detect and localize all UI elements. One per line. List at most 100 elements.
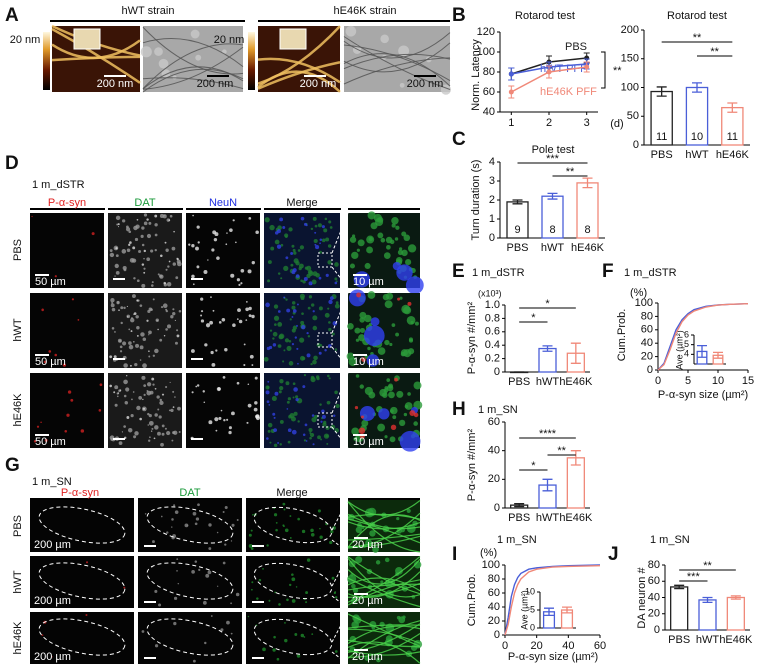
micrograph-detail xyxy=(198,568,201,571)
micrograph-detail xyxy=(310,532,315,537)
micrograph-detail xyxy=(158,603,162,607)
micrograph-detail xyxy=(334,390,338,395)
micrograph-detail xyxy=(276,244,282,249)
micrograph-detail xyxy=(305,224,308,227)
y-tick-label: 6 xyxy=(684,329,689,339)
micrograph-detail xyxy=(130,414,134,418)
x-axis-label: P-α-syn size (µm²) xyxy=(508,651,598,663)
micrograph-detail xyxy=(247,403,252,408)
y-tick-label: 20 xyxy=(648,608,660,620)
micrograph-detail xyxy=(162,303,168,309)
micrograph-detail xyxy=(397,297,401,301)
micrograph-detail xyxy=(135,343,140,348)
micrograph-detail xyxy=(48,350,52,353)
micrograph-detail xyxy=(326,442,329,445)
row-label: hE46K xyxy=(12,393,24,427)
micrograph-detail xyxy=(236,519,239,521)
error-bar xyxy=(570,342,581,364)
micrograph-detail xyxy=(177,406,181,411)
micrograph-detail xyxy=(167,265,170,268)
micrograph-detail xyxy=(410,320,414,325)
micrograph-detail xyxy=(392,415,397,420)
micrograph-detail xyxy=(214,417,219,422)
subtitle: 1 m_SN xyxy=(497,534,537,546)
x-tick-label: PBS xyxy=(651,149,673,161)
micrograph-detail xyxy=(147,412,150,416)
micrograph-detail xyxy=(384,339,390,346)
micrograph-detail xyxy=(286,408,289,410)
micrograph-detail xyxy=(305,601,308,604)
micrograph-detail xyxy=(195,246,199,251)
micrograph-detail xyxy=(177,582,180,585)
error-bar xyxy=(727,102,738,113)
micrograph-detail xyxy=(116,223,119,226)
micrograph-detail xyxy=(384,557,390,563)
subtitle: 1 m_dSTR xyxy=(32,179,85,191)
micrograph-detail xyxy=(203,269,208,274)
micrograph-detail xyxy=(262,567,264,570)
micrograph-detail xyxy=(160,515,163,518)
micrograph-detail xyxy=(166,324,172,329)
micrograph-detail xyxy=(147,424,149,426)
micrograph-detail xyxy=(236,318,239,320)
micrograph-detail xyxy=(85,614,88,617)
micrograph-detail xyxy=(247,383,250,385)
y-tick-label: 60 xyxy=(641,324,653,336)
micrograph-detail xyxy=(389,239,395,245)
micrograph xyxy=(138,612,242,664)
micrograph-detail xyxy=(123,586,126,589)
micrograph xyxy=(138,500,242,552)
n-label: 11 xyxy=(656,131,667,143)
micrograph-detail xyxy=(132,391,135,393)
x-tick-label: 1 xyxy=(508,117,514,129)
micrograph-detail xyxy=(286,345,292,351)
micrograph-detail xyxy=(366,246,374,254)
error-bar xyxy=(547,192,558,200)
micrograph-detail xyxy=(311,279,317,285)
micrograph-detail xyxy=(312,325,318,331)
y-tick-label: 20 xyxy=(488,473,500,485)
micrograph-detail xyxy=(400,349,408,357)
micrograph-detail xyxy=(347,322,354,330)
micrograph-detail xyxy=(200,310,204,313)
x-tick-label: 20 xyxy=(531,640,543,652)
y-tick-label: 60 xyxy=(488,416,500,428)
micrograph-detail xyxy=(172,308,175,311)
micrograph-detail xyxy=(170,315,174,319)
micrograph-detail xyxy=(283,349,286,352)
micrograph-detail xyxy=(367,291,376,299)
zoom-line xyxy=(331,499,349,553)
micrograph-detail xyxy=(215,349,218,352)
micrograph-detail xyxy=(249,354,254,359)
micrograph-detail xyxy=(325,434,329,438)
micrograph-detail xyxy=(380,580,384,584)
micrograph-detail xyxy=(356,292,362,298)
micrograph-detail xyxy=(403,412,408,417)
micrograph-detail xyxy=(290,252,294,256)
micrograph-detail xyxy=(399,419,406,427)
micrograph-detail xyxy=(245,301,248,303)
micrograph-detail xyxy=(291,316,294,318)
micrograph-detail xyxy=(117,392,120,394)
micrograph-detail xyxy=(143,249,146,253)
micrograph-detail xyxy=(351,427,360,436)
micrograph-detail xyxy=(200,314,203,317)
micrograph xyxy=(30,556,134,608)
zoom-line xyxy=(331,292,349,369)
micrograph-detail xyxy=(142,398,144,401)
micrograph-detail xyxy=(116,300,120,305)
micrograph-detail xyxy=(142,363,147,369)
micrograph-detail xyxy=(210,296,212,299)
micrograph-detail xyxy=(364,386,373,396)
significance-label: *** xyxy=(546,153,560,165)
micrograph-detail xyxy=(211,362,216,367)
micrograph-detail xyxy=(317,509,321,513)
zoom-box xyxy=(317,252,333,268)
micrograph-detail xyxy=(156,319,158,321)
micrograph-detail xyxy=(325,425,330,431)
micrograph-detail xyxy=(207,570,212,575)
y-unit: (%) xyxy=(630,287,647,299)
significance-label: * xyxy=(531,460,536,472)
fibril xyxy=(347,583,421,591)
